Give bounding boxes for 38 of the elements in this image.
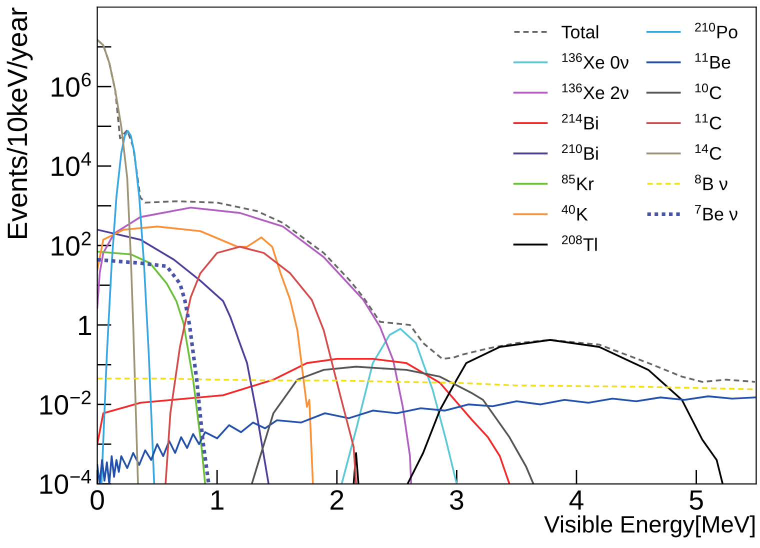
y-tick-label: 10$^{6}$ [52, 72, 91, 97]
y-tick-label: 10$^{2}$ [52, 232, 91, 256]
line-series [97, 228, 270, 484]
line-series [100, 130, 156, 484]
legend-label: $^{210}$Po [695, 22, 738, 38]
x-tick-label: 5 [690, 490, 703, 510]
y-tick-label: 10$^{−2}$ [40, 390, 91, 415]
legend-label: $^{214}$Bi [562, 114, 598, 130]
legend-label: $^{85}$Kr [562, 174, 594, 190]
x-tick-label: 2 [330, 490, 344, 510]
line-series [97, 358, 510, 484]
line-series [164, 246, 357, 484]
legend-label: $^{11}$Be [695, 53, 730, 69]
legend-label: $^{136}$Xe 2ν [562, 83, 628, 100]
line-series [340, 328, 458, 484]
legend-label: $^{40}$K [562, 204, 588, 220]
x-tick-label: 4 [569, 490, 584, 510]
legend-label: $^{10}$C [695, 83, 722, 100]
y-tick-label: 1 [79, 316, 92, 336]
x-axis-title: Visible Energy[MeV] [544, 515, 755, 538]
legend-label: $^{14}$C [695, 144, 722, 160]
legend-label: $^{7}$Be ν [695, 204, 738, 221]
legend-label: $^{11}$C [695, 114, 722, 130]
line-series [250, 366, 534, 484]
line-series [97, 226, 314, 484]
legend-label: $^{210}$Bi [562, 144, 598, 160]
y-tick-label: 10$^{4}$ [52, 152, 92, 176]
legend-label: $^{8}$B ν [694, 174, 728, 190]
y-tick-label: 10$^{−4}$ [40, 470, 92, 494]
legend-label: Total [562, 25, 598, 38]
legend-label: $^{136}$Xe 0ν [562, 53, 628, 69]
line-series [97, 38, 139, 484]
x-tick-label: 1 [211, 490, 224, 510]
line-series [97, 206, 412, 484]
x-tick-label: 0 [90, 490, 104, 510]
x-tick-label: 3 [450, 490, 464, 510]
y-axis-title: Events/10keV/year [6, 8, 33, 238]
legend-label: $^{208}$Tl [562, 235, 597, 251]
